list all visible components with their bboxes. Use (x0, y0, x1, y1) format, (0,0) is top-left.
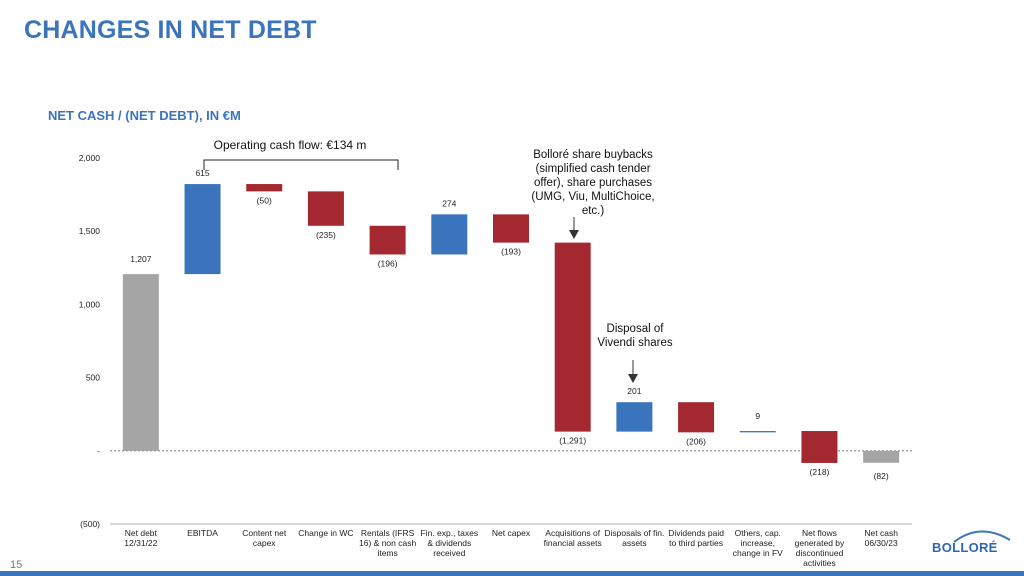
category-label: Dividends paid to third parties (668, 528, 724, 548)
category-label-line: items (377, 548, 397, 558)
bollore-logo: BOLLORÉ (932, 540, 998, 555)
category-label-line: Dividends paid (668, 528, 724, 538)
bar-value-label: (218) (810, 467, 830, 477)
category-label: Fin. exp., taxes & dividends received (420, 528, 478, 558)
buyback-annotation: Bolloré share buybacks (simplified cash … (518, 148, 668, 218)
y-tick-label: 1,500 (79, 226, 101, 236)
bar-value-label: (206) (686, 436, 706, 446)
category-label-line: 06/30/23 (865, 538, 898, 548)
category-label-line: Others, cap. (735, 528, 781, 538)
buyback-line-4: (UMG, Viu, MultiChoice, (531, 191, 655, 203)
category-label-line: received (433, 548, 465, 558)
waterfall-bar (678, 402, 715, 433)
category-label-line: Content net (242, 528, 287, 538)
bar-value-label: 201 (627, 386, 641, 396)
waterfall-bar (739, 431, 776, 433)
category-label-line: Fin. exp., taxes (420, 528, 478, 538)
category-label-line: EBITDA (187, 528, 218, 538)
bar-value-label: 9 (755, 411, 760, 421)
waterfall-bar (801, 431, 838, 463)
vivendi-annotation: Disposal of Vivendi shares (583, 322, 687, 350)
category-label: Net cash 06/30/23 (864, 528, 898, 548)
waterfall-bar (431, 214, 468, 255)
waterfall-bar (493, 214, 529, 243)
category-label-line: 16) & non cash (359, 538, 416, 548)
waterfall-bar (369, 225, 406, 255)
waterfall-bar (554, 242, 591, 432)
category-label-line: Change in WC (298, 528, 353, 538)
category-label-line: Disposals of fin. (604, 528, 664, 538)
category-label: Net debt 12/31/22 (124, 528, 157, 548)
bar-value-label: (235) (316, 230, 336, 240)
operating-cash-flow-bracket (203, 159, 399, 170)
y-tick-label: - (97, 446, 100, 456)
category-label-line: Net flows (802, 528, 837, 538)
category-label: Content net capex (242, 528, 287, 548)
page-title: CHANGES IN NET DEBT (24, 16, 317, 44)
category-label-line: financial assets (544, 538, 602, 548)
bar-value-label: (193) (501, 247, 521, 257)
waterfall-bar (616, 402, 653, 432)
category-label: Rentals (IFRS 16) & non cash items (359, 528, 416, 558)
y-tick-label: (500) (80, 519, 100, 529)
footer-bar (0, 571, 1024, 576)
waterfall-bar (122, 274, 159, 451)
category-label-line: Acquisitions of (545, 528, 600, 538)
category-label: Change in WC (298, 528, 353, 538)
waterfall-bar (307, 191, 344, 226)
bar-value-label: 615 (195, 168, 209, 178)
logo-swoosh-icon (953, 530, 1011, 543)
category-label-line: capex (253, 538, 276, 548)
category-label-line: generated by (795, 538, 845, 548)
category-label-line: Net cash (864, 528, 898, 538)
category-label: Others, cap. increase, change in FV (733, 528, 783, 558)
category-label-line: change in FV (733, 548, 783, 558)
vivendi-line-1: Disposal of (606, 323, 664, 335)
bar-value-label: (50) (257, 195, 272, 205)
operating-cash-flow-label: Operating cash flow: €134 m (213, 138, 367, 152)
waterfall-bar (184, 184, 221, 275)
vivendi-arrow (628, 360, 638, 383)
y-tick-label: 2,000 (79, 153, 101, 163)
category-label: EBITDA (187, 528, 218, 538)
category-label: Net flows generated by discontinued activit… (795, 528, 845, 568)
buyback-line-1: Bolloré share buybacks (533, 149, 653, 161)
vivendi-line-2: Vivendi shares (597, 337, 673, 349)
waterfall-bar (863, 450, 900, 463)
bar-value-label: 1,207 (130, 254, 152, 264)
bar-value-label: (82) (874, 471, 889, 481)
category-label: Net capex (492, 528, 531, 538)
bar-value-label: (1,291) (559, 436, 586, 446)
buyback-line-3: offer), share purchases (533, 177, 653, 189)
buyback-line-5: etc.) (581, 205, 605, 217)
category-label-line: Net capex (492, 528, 531, 538)
category-label-line: Net debt (125, 528, 158, 538)
y-tick-label: 1,000 (79, 299, 101, 309)
category-label: Disposals of fin. assets (604, 528, 664, 548)
bar-value-label: 274 (442, 198, 456, 208)
buyback-arrow (569, 217, 579, 239)
category-label-line: assets (622, 538, 647, 548)
category-label-line: increase, (741, 538, 776, 548)
chart-subtitle: NET CASH / (NET DEBT), IN €M (48, 108, 241, 123)
y-tick-label: 500 (86, 373, 100, 383)
category-label-line: 12/31/22 (124, 538, 157, 548)
bar-value-label: (196) (378, 258, 398, 268)
category-label: Acquisitions of financial assets (544, 528, 602, 548)
category-label-line: activities (803, 558, 836, 568)
category-label-line: & dividends (427, 538, 471, 548)
category-label-line: to third parties (669, 538, 723, 548)
category-label-line: discontinued (796, 548, 844, 558)
waterfall-bar (246, 184, 283, 192)
page-number: 15 (10, 559, 23, 571)
category-label-line: Rentals (IFRS (361, 528, 415, 538)
buyback-line-2: (simplified cash tender (535, 163, 651, 175)
